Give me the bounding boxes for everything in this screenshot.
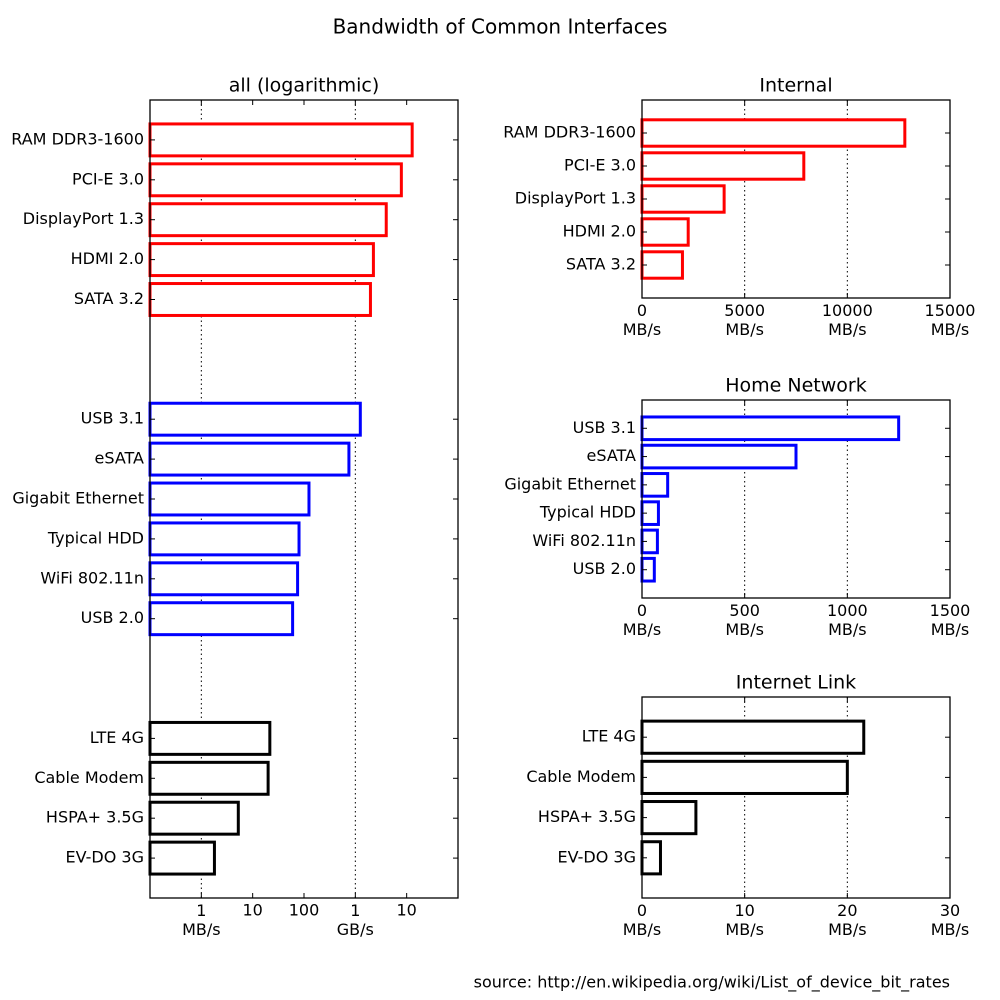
bar [640,415,901,442]
bar [148,282,372,317]
chart-title: Internal [759,75,832,97]
y-tick-label: SATA 3.2 [74,289,144,308]
bar [148,521,301,557]
y-tick-label: WiFi 802.11n [532,531,636,550]
bar [148,122,414,158]
y-tick-label: DisplayPort 1.3 [515,189,636,208]
y-tick-label: PCI-E 3.0 [564,156,636,175]
x-tick-label: 10 [242,901,262,920]
y-tick-label: eSATA [95,449,145,468]
x-tick-label: 5000 MB/s [724,301,765,339]
x-tick-label: 1 GB/s [337,901,374,939]
bar [148,242,375,278]
x-tick-label: 0 MB/s [623,601,662,639]
bar [640,184,726,214]
y-tick-label: LTE 4G [90,728,144,747]
y-tick-label: HSPA+ 3.5G [538,807,636,826]
y-tick-label: Cable Modem [34,768,144,787]
y-tick-label: Gigabit Ethernet [504,474,636,493]
y-tick-label: USB 3.1 [573,418,636,437]
x-tick-label: 10000 MB/s [822,301,873,339]
y-tick-label: EV-DO 3G [66,848,144,867]
y-tick-label: WiFi 802.11n [40,568,144,587]
y-tick-label: Cable Modem [526,767,636,786]
x-tick-label: 15000 MB/s [925,301,976,339]
y-tick-label: USB 2.0 [573,559,636,578]
y-tick-label: RAM DDR3-1600 [503,123,636,142]
bar [640,719,866,755]
y-tick-label: USB 3.1 [81,409,144,428]
x-tick-label: 10 MB/s [725,901,764,939]
bar [640,118,907,148]
bar [148,561,300,597]
plot-frame [641,399,951,599]
chart-title: all (logarithmic) [229,75,380,97]
x-tick-label: 1 MB/s [182,901,221,939]
bar [148,401,362,437]
y-tick-label: PCI-E 3.0 [72,169,144,188]
bar [148,202,388,238]
bar [148,720,272,756]
x-tick-label: 10 [396,901,416,920]
y-tick-label: eSATA [587,446,637,465]
plot-frame [641,696,951,899]
y-tick-label: EV-DO 3G [558,847,636,866]
bar [640,151,806,181]
x-tick-label: 0 MB/s [623,901,662,939]
bar [148,760,270,796]
y-tick-label: Gigabit Ethernet [12,489,144,508]
y-tick-label: USB 2.0 [81,608,144,627]
x-tick-label: 500 MB/s [725,601,764,639]
y-tick-label: DisplayPort 1.3 [23,209,144,228]
bar [148,601,295,637]
y-tick-label: LTE 4G [582,727,636,746]
x-tick-label: 100 [289,901,320,920]
x-tick-label: 1500 MB/s [930,601,971,639]
x-tick-label: 1000 MB/s [827,601,868,639]
bar [148,800,240,836]
x-tick-label: 20 MB/s [828,901,867,939]
plot-frame [641,99,951,299]
source-note: source: http://en.wikipedia.org/wiki/Lis… [474,973,950,993]
y-tick-label: Typical HDD [47,528,144,547]
y-tick-label: RAM DDR3-1600 [11,129,144,148]
y-tick-label: HDMI 2.0 [563,222,636,241]
bar [640,250,684,280]
bar [640,443,798,470]
y-tick-label: HDMI 2.0 [71,249,144,268]
bar [148,441,351,477]
bar [640,759,849,795]
y-tick-label: HSPA+ 3.5G [46,808,144,827]
chart-title: Home Network [725,375,866,397]
bar [148,162,403,198]
bar [640,800,698,836]
x-tick-label: 0 MB/s [623,301,662,339]
chart-title: Internet Link [736,672,856,694]
x-tick-label: 30 MB/s [931,901,970,939]
bar [148,481,311,517]
bar [640,217,690,247]
figure-title: Bandwidth of Common Interfaces [333,15,668,39]
bar [148,840,216,876]
y-tick-label: Typical HDD [539,503,636,522]
y-tick-label: SATA 3.2 [566,255,636,274]
